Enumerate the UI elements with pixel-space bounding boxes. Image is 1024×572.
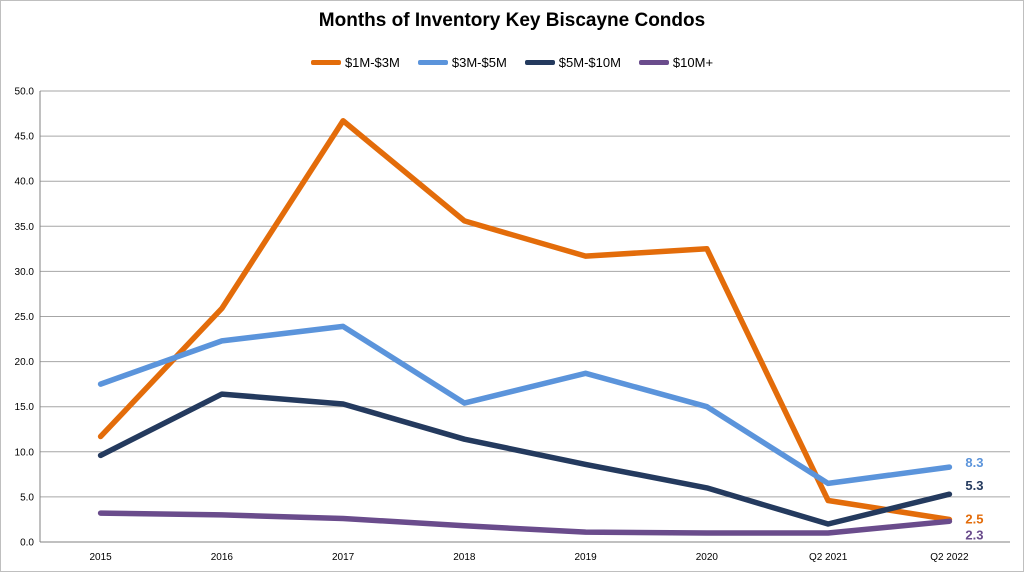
y-tick-label: 30.0 [15, 267, 35, 278]
y-tick-label: 0.0 [20, 538, 34, 549]
legend-item-10m-plus: $10M+ [638, 55, 714, 70]
series-line-1 [97, 323, 953, 487]
y-tick-label: 5.0 [20, 492, 34, 503]
x-tick-label: Q2 2021 [809, 552, 848, 563]
y-tick-label: 35.0 [15, 222, 35, 233]
legend-item-3m-5m: $3M-$5M [417, 55, 507, 70]
legend-swatch-5m-10m [524, 60, 555, 65]
y-tick-label: 15.0 [15, 402, 35, 413]
x-tick-label: 2018 [453, 552, 476, 563]
x-tick-label: 2020 [696, 552, 719, 563]
y-tick-label: 45.0 [15, 132, 35, 143]
x-tick-label: 2015 [90, 552, 113, 563]
x-tick-label: 2019 [575, 552, 598, 563]
legend-swatch-10m-plus [638, 60, 669, 65]
y-tick-label: 25.0 [15, 312, 35, 323]
x-tick-label: Q2 2022 [930, 552, 969, 563]
y-tick-label: 40.0 [15, 177, 35, 188]
data-label-end: 5.3 [965, 478, 983, 493]
chart-title: Months of Inventory Key Biscayne Condos [318, 10, 706, 31]
legend-item-5m-10m: $5M-$10M [524, 55, 621, 70]
legend-label-1m-3m: $1M-$3M [344, 55, 400, 70]
legend-label-5m-10m: $5M-$10M [558, 55, 621, 70]
legend-swatch-3m-5m [417, 60, 448, 65]
y-tick-label: 20.0 [15, 357, 35, 368]
legend-swatch-1m-3m [310, 60, 341, 65]
series-line-2 [97, 391, 953, 527]
legend: $1M-$3M $3M-$5M $5M-$10M $10M+ [0, 55, 1024, 70]
series-line-3 [97, 510, 953, 536]
x-tick-label: 2017 [332, 552, 355, 563]
data-label-end: 2.3 [965, 527, 983, 542]
y-tick-label: 50.0 [15, 87, 35, 98]
legend-label-10m-plus: $10M+ [672, 55, 714, 70]
data-label-end: 2.5 [965, 511, 983, 526]
legend-label-3m-5m: $3M-$5M [451, 55, 507, 70]
legend-item-1m-3m: $1M-$3M [310, 55, 400, 70]
y-tick-label: 10.0 [15, 447, 35, 458]
data-label-end: 8.3 [965, 455, 983, 470]
x-tick-label: 2016 [211, 552, 234, 563]
series-line-0 [97, 118, 953, 523]
